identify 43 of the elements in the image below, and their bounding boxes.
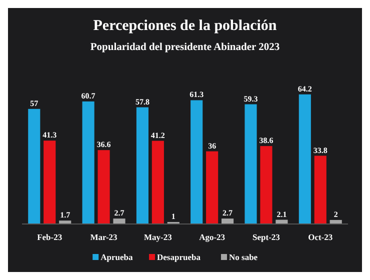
data-label: 2 bbox=[334, 210, 338, 219]
data-label: 57.8 bbox=[135, 97, 150, 106]
x-tick-label: May-23 bbox=[144, 232, 172, 242]
bar bbox=[152, 140, 164, 224]
data-label: 60.7 bbox=[81, 91, 96, 100]
x-tick-label: Feb-23 bbox=[37, 232, 62, 242]
bar bbox=[98, 150, 110, 224]
data-label: 1 bbox=[171, 212, 176, 221]
data-label: 41.2 bbox=[150, 130, 165, 140]
data-label: 64.2 bbox=[298, 84, 312, 94]
legend-label: Aprueba bbox=[100, 252, 134, 262]
chart-subtitle: Popularidad del presidente Abinader 2023 bbox=[90, 42, 280, 53]
legend-label: Desaprueba bbox=[157, 252, 202, 262]
bar bbox=[222, 218, 234, 224]
data-label: 2.7 bbox=[114, 208, 124, 218]
data-label: 57 bbox=[30, 98, 38, 108]
chart-title: Percepciones de la población bbox=[93, 18, 278, 34]
data-label: 36 bbox=[208, 141, 216, 150]
legend-label: No sabe bbox=[229, 252, 258, 262]
data-label: 61.3 bbox=[190, 90, 204, 100]
x-tick-label: Sept-23 bbox=[252, 232, 280, 242]
bar bbox=[260, 146, 272, 224]
x-tick-label: Oct-23 bbox=[308, 232, 333, 242]
bar bbox=[244, 104, 257, 224]
x-tick-label: Ago-23 bbox=[199, 232, 226, 242]
data-label: 38.6 bbox=[259, 136, 274, 146]
bar bbox=[28, 108, 40, 224]
bar bbox=[82, 101, 94, 224]
data-label: 41.3 bbox=[42, 130, 57, 140]
bar bbox=[190, 100, 203, 224]
x-tick-label: Mar-23 bbox=[90, 232, 118, 242]
bar bbox=[314, 156, 326, 224]
bar bbox=[136, 107, 148, 224]
data-label: 33.8 bbox=[313, 146, 328, 155]
data-label: 2.7 bbox=[222, 208, 233, 218]
data-label: 36.6 bbox=[96, 140, 111, 150]
data-label: 59.3 bbox=[244, 94, 258, 104]
data-label: 1.7 bbox=[60, 210, 70, 220]
bar bbox=[206, 151, 218, 224]
data-label: 2.1 bbox=[276, 210, 287, 219]
bar bbox=[113, 218, 126, 224]
bar bbox=[44, 140, 56, 224]
bar bbox=[298, 94, 311, 224]
